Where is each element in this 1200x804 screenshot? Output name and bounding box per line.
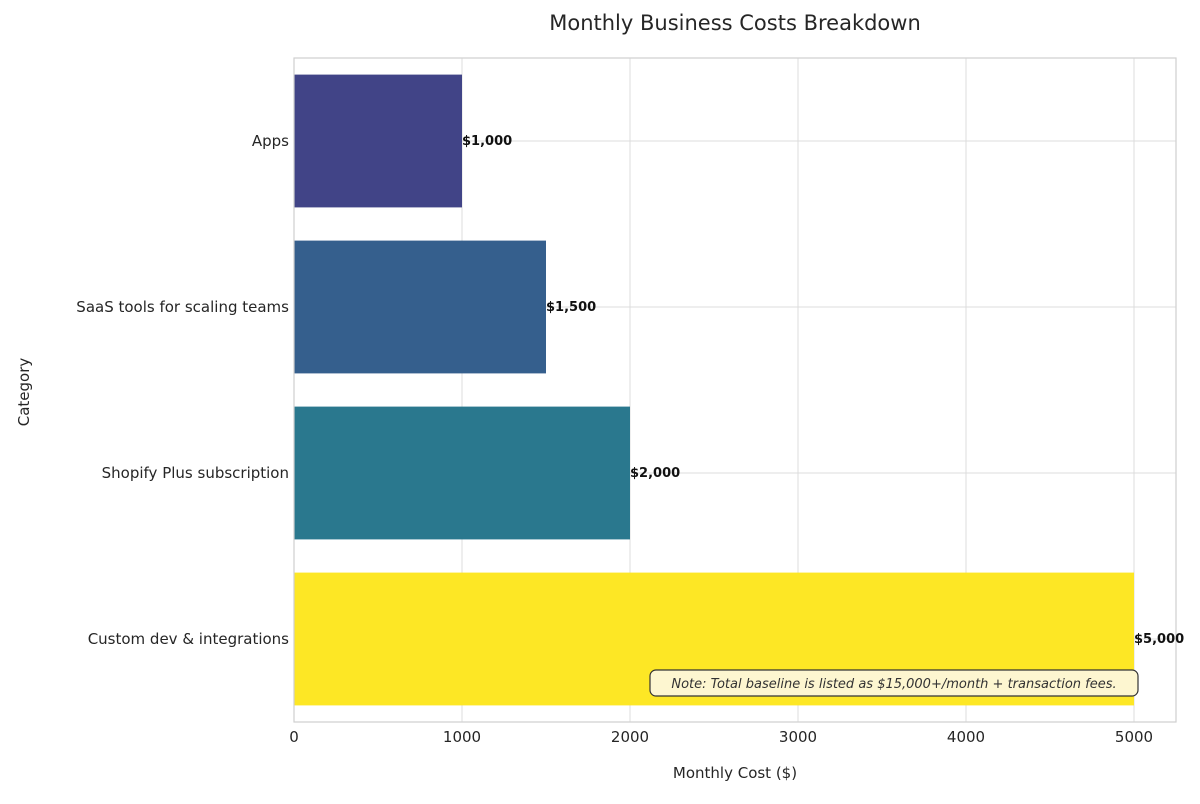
- chart-title: Monthly Business Costs Breakdown: [549, 11, 921, 35]
- y-tick-label: Shopify Plus subscription: [102, 464, 289, 482]
- plot-frame: [293, 57, 1177, 723]
- x-tick-label: 5000: [1115, 728, 1153, 746]
- x-axis-label: Monthly Cost ($): [673, 764, 797, 782]
- bar-value-label: $5,000: [1134, 632, 1184, 647]
- bar: [294, 406, 630, 540]
- bar-value-label: $2,000: [630, 466, 680, 481]
- y-tick-label: SaaS tools for scaling teams: [76, 298, 289, 316]
- y-tick-label: Custom dev & integrations: [88, 630, 289, 648]
- bar: [294, 74, 462, 208]
- y-tick-label: Apps: [252, 132, 289, 150]
- note-text: Note: Total baseline is listed as $15,00…: [671, 677, 1116, 692]
- x-tick-label: 0: [289, 728, 299, 746]
- x-tick-label: 2000: [611, 728, 649, 746]
- tick-labels: 0 1000 2000 3000 4000 5000 Apps SaaS tools for …: [76, 132, 1153, 746]
- bar-value-label: $1,000: [462, 134, 512, 149]
- x-tick-label: 1000: [443, 728, 481, 746]
- x-tick-label: 3000: [779, 728, 817, 746]
- bars-group: [294, 74, 1134, 706]
- x-tick-label: 4000: [947, 728, 985, 746]
- bar: [294, 240, 546, 374]
- note-annotation: Note: Total baseline is listed as $15,00…: [649, 669, 1139, 697]
- y-axis-label: Category: [15, 358, 33, 427]
- value-labels: $1,000 $1,500 $2,000 $5,000: [462, 134, 1184, 647]
- bar-value-label: $1,500: [546, 300, 596, 315]
- note-box: [649, 669, 1139, 697]
